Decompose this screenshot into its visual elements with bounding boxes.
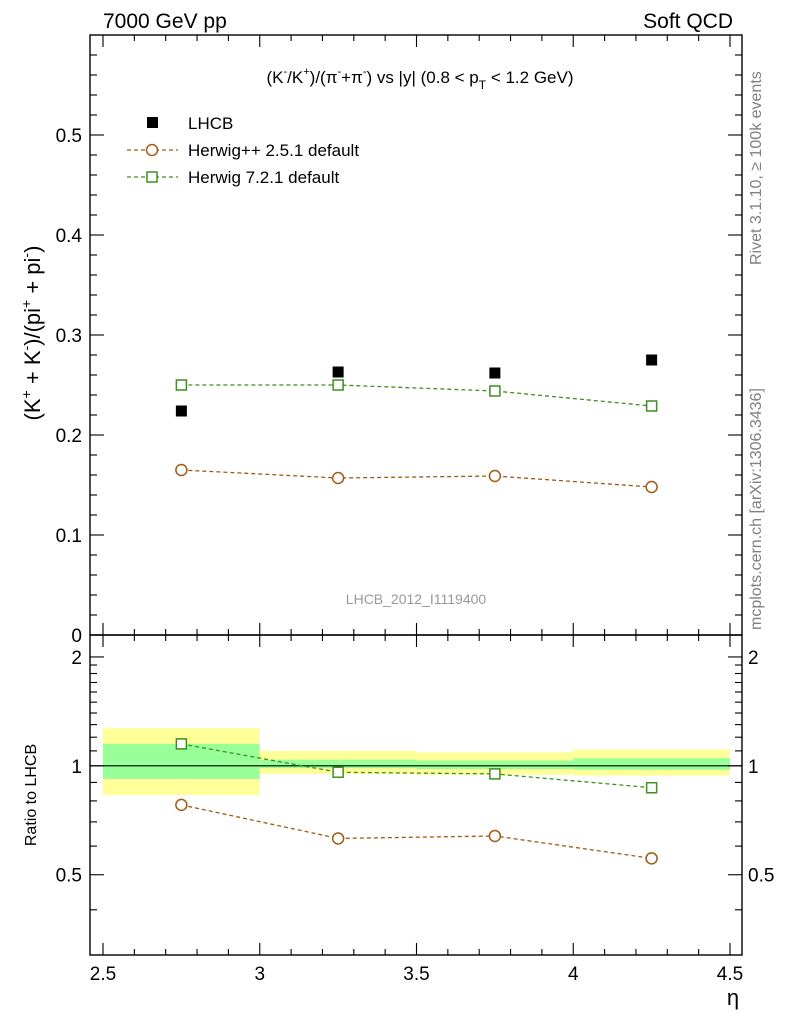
legend-lhcb-marker bbox=[147, 117, 158, 128]
rivet-version-label: Rivet 3.1.10, ≥ 100k events bbox=[748, 71, 765, 265]
ratio-tick-label-right: 1 bbox=[748, 757, 759, 778]
herwigpp-point bbox=[645, 480, 658, 494]
legend-herwigpp-label: Herwig++ 2.5.1 default bbox=[188, 141, 359, 160]
series-line bbox=[181, 469, 652, 488]
ratio-inner-band bbox=[103, 743, 260, 779]
herwig7-point bbox=[175, 379, 188, 391]
series-line bbox=[181, 384, 652, 407]
ratio-series-line bbox=[181, 743, 652, 789]
ratio-herwig7-point bbox=[332, 766, 344, 779]
analysis-watermark: LHCB_2012_I1119400 bbox=[346, 591, 487, 607]
y-tick-label: 0.4 bbox=[56, 226, 83, 247]
x-tick-label: 4.5 bbox=[717, 964, 743, 985]
main-axis-ticks: 0 0.1 0.2 0.3 0.4 0.5 bbox=[56, 35, 742, 647]
ratio-herwigpp-point bbox=[331, 832, 345, 845]
y-tick-label: 0.3 bbox=[56, 326, 82, 347]
ratio-series-line bbox=[181, 804, 652, 859]
legend: LHCB Herwig++ 2.5.1 default Herwig 7.2.1… bbox=[127, 114, 359, 187]
lhcb-data-point bbox=[646, 354, 658, 366]
ratio-inner-band bbox=[259, 759, 417, 769]
x-axis-label: η bbox=[727, 985, 739, 1010]
y-tick-label: 0.1 bbox=[56, 526, 82, 547]
ratio-tick-label: 2 bbox=[71, 648, 82, 669]
x-tick-label: 3.5 bbox=[403, 964, 429, 985]
x-tick-label: 3 bbox=[254, 964, 265, 985]
lhcb-data-point bbox=[332, 366, 344, 378]
ratio-uncertainty-bands bbox=[103, 728, 730, 796]
herwig7-point bbox=[489, 385, 501, 397]
herwigpp-point bbox=[175, 463, 188, 477]
ratio-axis-ticks: 0.5 0.5 1 1 2 2 2.5 3 3.5 4 4.5 bbox=[56, 635, 774, 985]
legend-lhcb-label: LHCB bbox=[188, 114, 233, 133]
ratio-series bbox=[175, 738, 658, 865]
herwigpp-point bbox=[488, 469, 502, 483]
ratio-plot-frame bbox=[89, 634, 743, 956]
ratio-herwigpp-point bbox=[175, 798, 188, 812]
mcplots-label: mcplots.cern.ch [arXiv:1306.3436] bbox=[748, 388, 765, 630]
herwigpp-point bbox=[331, 471, 345, 485]
ratio-tick-label-right: 0.5 bbox=[748, 866, 774, 887]
ratio-axis-label: Ratio to LHCB bbox=[23, 744, 40, 846]
chart-title: (K-/K+)/(π-+π-) vs |y| (0.8 < pT < 1.2 G… bbox=[266, 66, 573, 92]
herwig7-point bbox=[332, 379, 344, 391]
legend-herwig7-marker bbox=[146, 171, 158, 183]
y-tick-label: 0 bbox=[71, 626, 82, 647]
x-tick-label: 2.5 bbox=[90, 964, 116, 985]
ratio-inner-band bbox=[573, 758, 730, 770]
header-category: Soft QCD bbox=[643, 10, 733, 33]
lhcb-data-point bbox=[175, 405, 187, 417]
header-energy: 7000 GeV pp bbox=[103, 10, 227, 33]
y-tick-label: 0.5 bbox=[56, 126, 82, 147]
ratio-tick-label-right: 2 bbox=[748, 648, 759, 669]
lhcb-data-point bbox=[489, 367, 501, 379]
ratio-herwig7-point bbox=[489, 768, 501, 780]
legend-herwig7-label: Herwig 7.2.1 default bbox=[188, 168, 339, 187]
ratio-herwig7-point bbox=[645, 781, 658, 794]
ratio-herwigpp-point bbox=[645, 852, 658, 865]
y-tick-label: 0.2 bbox=[56, 426, 82, 447]
ratio-tick-label: 0.5 bbox=[56, 866, 82, 887]
herwig7-point bbox=[645, 400, 658, 412]
y-axis-label: (K+ + K-)/(pi+ + pi-) bbox=[18, 246, 45, 421]
x-tick-label: 4 bbox=[568, 964, 579, 985]
main-series bbox=[175, 354, 658, 494]
ratio-tick-label: 1 bbox=[71, 757, 82, 778]
ratio-herwigpp-point bbox=[488, 829, 502, 843]
legend-herwigpp-marker bbox=[145, 143, 159, 157]
ratio-inner-band bbox=[416, 760, 574, 770]
ratio-herwig7-point bbox=[175, 738, 188, 750]
